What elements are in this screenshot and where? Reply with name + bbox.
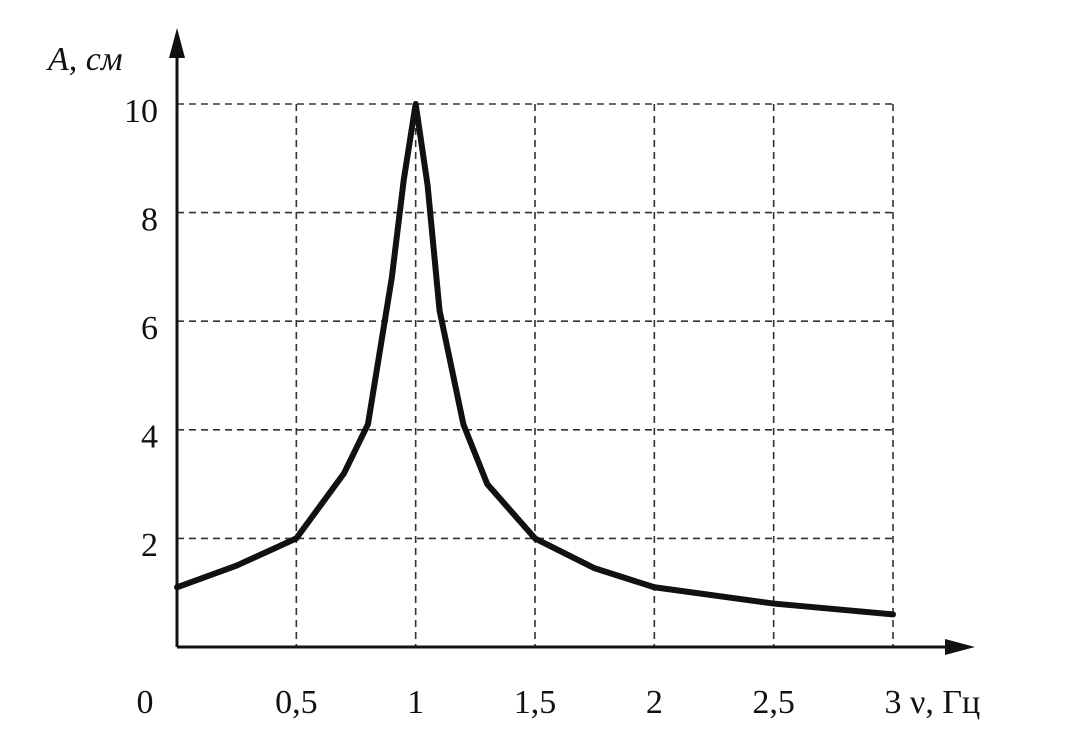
x-axis-label: ν, Гц — [910, 684, 980, 721]
y-tick-label: 6 — [141, 310, 158, 347]
x-tick-label: 0 — [137, 684, 154, 721]
x-tick-label: 3 — [885, 684, 902, 721]
y-tick-label: 8 — [141, 201, 158, 238]
x-tick-label: 1,5 — [514, 684, 557, 721]
line-series — [174, 101, 896, 618]
y-tick-label: 4 — [141, 419, 158, 456]
x-tick-label: 0,5 — [275, 684, 318, 721]
y-tick-label: 10 — [124, 93, 158, 130]
x-axis-arrow — [945, 639, 975, 655]
y-axis-label: A, см — [46, 41, 123, 78]
x-tick-label: 1 — [407, 684, 424, 721]
y-tick-label: 2 — [141, 527, 158, 564]
x-tick-label: 2,5 — [752, 684, 795, 721]
x-tick-label: 2 — [646, 684, 663, 721]
y-axis-arrow — [169, 28, 185, 58]
